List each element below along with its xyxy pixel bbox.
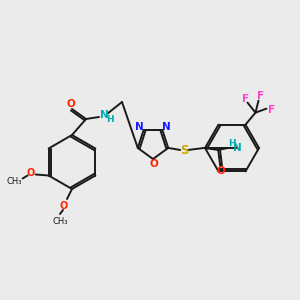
Text: S: S [180, 144, 188, 158]
Text: O: O [60, 201, 68, 211]
Text: CH₃: CH₃ [7, 177, 22, 186]
Text: N: N [162, 122, 171, 132]
Text: F: F [242, 94, 249, 103]
Text: O: O [26, 169, 35, 178]
Text: N: N [233, 143, 242, 153]
Text: N: N [135, 122, 144, 132]
Text: O: O [67, 99, 75, 109]
Text: H: H [106, 115, 114, 124]
Text: F: F [268, 105, 275, 115]
Text: O: O [150, 159, 158, 169]
Text: N: N [100, 110, 108, 120]
Text: F: F [257, 91, 264, 100]
Text: H: H [228, 140, 236, 148]
Text: O: O [217, 166, 226, 176]
Text: CH₃: CH₃ [52, 217, 68, 226]
